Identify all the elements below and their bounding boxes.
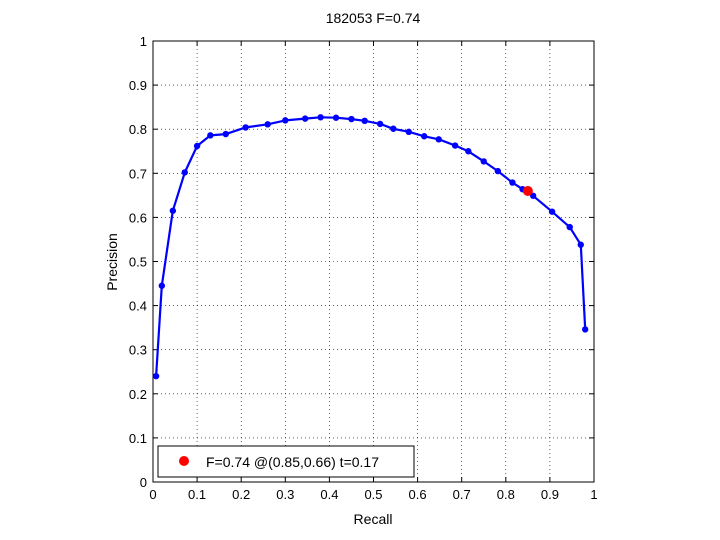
data-point — [405, 128, 412, 136]
data-point — [301, 115, 309, 122]
x-tick-label: 0.5 — [364, 487, 382, 502]
y-tick-label: 0.5 — [129, 255, 147, 270]
data-point — [152, 372, 160, 380]
data-point — [317, 114, 324, 121]
y-tick-label: 0.1 — [129, 431, 147, 446]
data-point — [361, 117, 368, 125]
y-tick-label: 0.6 — [129, 210, 147, 225]
legend-box — [157, 445, 415, 478]
y-axis-title: Precision — [104, 233, 120, 291]
y-tick-label: 0.9 — [129, 78, 147, 93]
x-tick-label: 0.4 — [320, 487, 338, 502]
data-point — [158, 282, 166, 289]
y-tick-label: 0 — [140, 475, 147, 490]
data-point — [494, 167, 502, 175]
y-tick-label: 1 — [140, 34, 147, 49]
y-tick-label: 0.4 — [129, 299, 147, 314]
legend-marker — [179, 456, 189, 466]
data-point — [282, 117, 289, 124]
data-point — [376, 120, 384, 128]
data-point — [169, 207, 177, 214]
data-point — [548, 208, 556, 215]
data-point — [465, 148, 472, 155]
data-point — [435, 136, 442, 143]
x-tick-label: 0.1 — [188, 487, 206, 502]
y-tick-label: 0.2 — [129, 387, 147, 402]
x-axis-title: Recall — [354, 511, 393, 527]
data-point — [421, 133, 428, 140]
data-point — [509, 179, 516, 186]
x-tick-label: 0.3 — [276, 487, 294, 502]
series-layer — [152, 114, 589, 380]
data-point — [207, 132, 214, 139]
x-tick-label: 0 — [149, 487, 156, 502]
x-tick-label: 0.7 — [453, 487, 471, 502]
x-tick-label: 0.8 — [497, 487, 515, 502]
y-tick-label: 0.7 — [129, 166, 147, 181]
legend-label: F=0.74 @(0.85,0.66) t=0.17 — [206, 454, 379, 470]
data-point — [264, 121, 271, 128]
y-tick-label: 0.8 — [129, 122, 147, 137]
x-tick-label: 1 — [590, 487, 597, 502]
data-point — [577, 241, 584, 248]
data-point — [566, 223, 573, 231]
x-tick-label: 0.9 — [541, 487, 559, 502]
series-line — [155, 116, 587, 377]
data-point — [181, 169, 188, 176]
x-tick-label: 0.2 — [232, 487, 250, 502]
data-point — [480, 158, 487, 165]
data-point — [581, 326, 589, 333]
best-f-point — [522, 185, 533, 196]
grid-layer — [153, 41, 594, 482]
data-point — [451, 142, 459, 149]
chart-title: 182053 F=0.74 — [326, 10, 421, 26]
y-tick-label: 0.3 — [129, 343, 147, 358]
data-point — [222, 130, 229, 138]
legend: F=0.74 @(0.85,0.66) t=0.17 — [157, 445, 415, 478]
data-point — [193, 142, 201, 150]
data-point — [332, 114, 340, 121]
ticks-layer: 0 0.1 0.2 0.3 0.4 0.5 0.6 0.7 0.8 0.9 1 0 0.1 0.2 0.3 0… — [129, 34, 598, 502]
x-tick-label: 0.6 — [409, 487, 427, 502]
data-point — [242, 124, 249, 131]
data-point — [390, 125, 397, 132]
data-point — [348, 115, 355, 123]
